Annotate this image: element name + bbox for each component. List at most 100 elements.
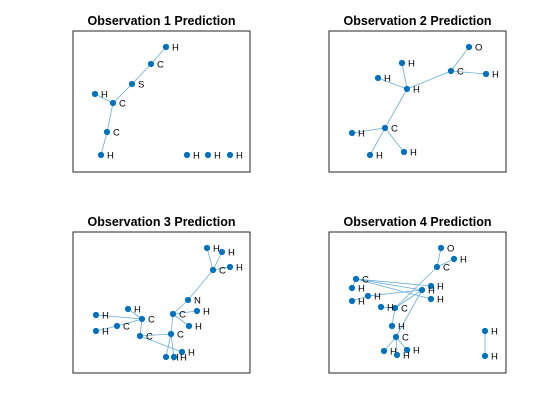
atom-label: H	[358, 297, 365, 308]
atom-node	[427, 282, 435, 290]
atom-label: H	[437, 295, 444, 306]
atom-node	[481, 352, 489, 360]
atom-node	[427, 295, 435, 303]
atom-node	[109, 99, 117, 107]
atom-label: H	[403, 351, 410, 362]
atom-label: C	[146, 332, 153, 343]
atom-label: H	[390, 347, 397, 358]
atom-label: H	[408, 59, 415, 70]
atom-node	[380, 347, 388, 355]
atom-label: S	[138, 80, 144, 91]
atom-label: H	[213, 244, 220, 255]
bond-edge	[172, 299, 189, 315]
bond-edge	[94, 93, 114, 104]
atom-label: C	[148, 315, 155, 326]
bond-edge	[436, 258, 455, 268]
atom-label: C	[157, 60, 164, 71]
atom-node	[398, 59, 406, 67]
atom-node	[178, 348, 186, 356]
bond-edge	[384, 127, 405, 153]
atom-node	[433, 263, 441, 271]
bond-edge	[212, 251, 223, 271]
atom-node	[481, 327, 489, 335]
edge-layer	[351, 46, 487, 156]
bond-edge	[394, 289, 423, 309]
bond-edge	[139, 335, 183, 353]
atom-label: H	[491, 327, 498, 338]
atom-label: C	[391, 124, 398, 135]
atom-label: O	[447, 244, 454, 255]
atom-label: H	[413, 346, 420, 357]
bond-edge	[100, 131, 108, 156]
atom-node	[366, 151, 374, 159]
atom-node	[162, 353, 170, 361]
atom-label: O	[475, 43, 482, 54]
atom-node	[128, 80, 136, 88]
bond-edge	[355, 278, 432, 300]
bond-edge	[206, 247, 214, 271]
atom-node	[218, 248, 226, 256]
atom-node	[348, 129, 356, 137]
atom-node	[167, 330, 175, 338]
atom-node	[403, 85, 411, 93]
atom-label: H	[410, 148, 417, 159]
bond-edge	[187, 269, 214, 301]
bond-edge	[369, 127, 386, 156]
bond-edge	[401, 62, 408, 90]
atom-node	[162, 43, 170, 51]
bond-edge	[172, 313, 190, 327]
panel-frame	[328, 231, 507, 374]
atom-node	[403, 346, 411, 354]
bond-edge	[170, 333, 175, 358]
atom-node	[364, 292, 372, 300]
atom-node	[348, 297, 356, 305]
atom-node	[113, 322, 121, 330]
atom-label: C	[113, 128, 120, 139]
atom-label: H	[376, 151, 383, 162]
atom-node	[418, 286, 426, 294]
atom-label: C	[177, 330, 184, 341]
bond-edge	[95, 314, 143, 320]
atom-node	[348, 284, 356, 292]
bond-edge	[394, 266, 438, 309]
atom-node	[169, 310, 177, 318]
atom-node	[203, 244, 211, 252]
bond-edge	[139, 333, 172, 337]
atom-label: H	[228, 248, 235, 259]
bond-edge	[95, 325, 118, 332]
atom-label: C	[443, 263, 450, 274]
atom-label: H	[107, 151, 114, 162]
atom-node	[400, 148, 408, 156]
atom-node	[447, 67, 455, 75]
edge-layer	[94, 46, 167, 156]
atom-label: H	[172, 43, 179, 54]
bond-edge	[351, 127, 386, 134]
atom-label: C	[123, 322, 130, 333]
atom-node	[170, 353, 178, 361]
atom-label: H	[102, 311, 109, 322]
atom-node	[393, 351, 401, 359]
atom-node	[138, 315, 146, 323]
bond-edge	[165, 333, 172, 358]
atom-label: H	[188, 348, 195, 359]
bond-edge	[450, 46, 470, 72]
bond-edge	[377, 77, 408, 90]
panel-title: Observation 3 Prediction	[88, 215, 236, 229]
atom-node	[103, 128, 111, 136]
atom-label: C	[219, 266, 226, 277]
atom-label: H	[102, 327, 109, 338]
atom-node	[193, 307, 201, 315]
atom-label: C	[402, 333, 409, 344]
bond-edge	[406, 70, 452, 90]
atom-node	[392, 333, 400, 341]
atom-node	[391, 304, 399, 312]
atom-node	[388, 322, 396, 330]
bond-edge	[150, 46, 167, 65]
atom-label: H	[413, 85, 420, 96]
bond-edge	[355, 278, 432, 287]
panel-title: Observation 4 Prediction	[344, 215, 492, 229]
atom-label: H	[214, 151, 221, 162]
